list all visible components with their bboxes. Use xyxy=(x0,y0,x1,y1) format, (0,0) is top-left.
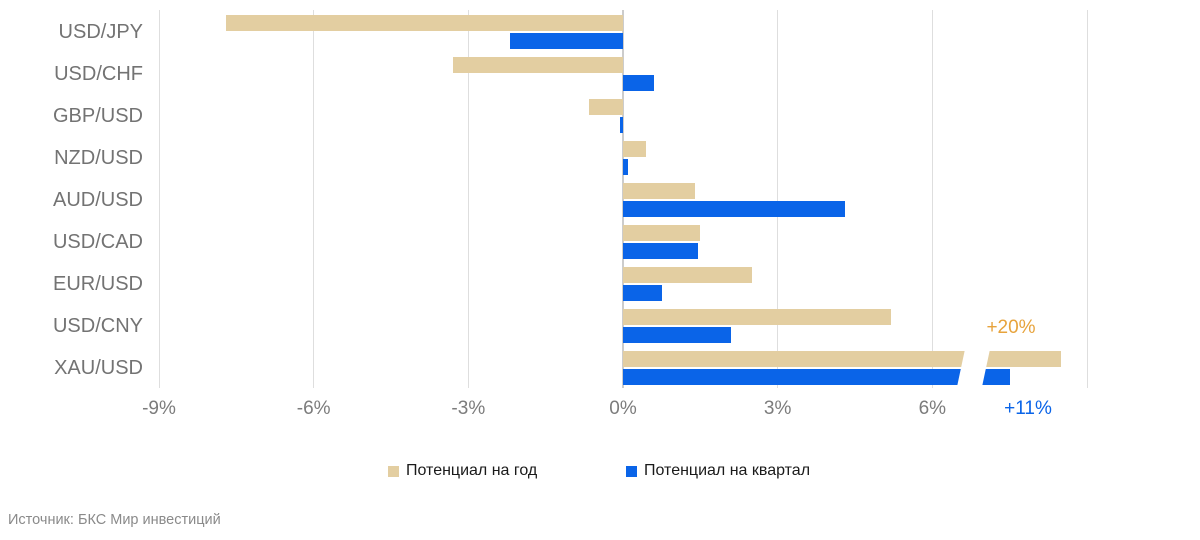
gridline xyxy=(158,10,160,388)
gridline xyxy=(467,10,469,388)
bar-quarter-usd-chf xyxy=(623,75,654,91)
bar-year-usd-chf xyxy=(452,57,623,73)
bar-year-aud-usd xyxy=(623,183,696,199)
legend-label-year: Потенциал на год xyxy=(406,462,538,479)
x-axis-tick-0pct: 0% xyxy=(609,398,637,419)
bar-quarter-usd-jpy xyxy=(509,33,623,49)
bar-year-usd-cny xyxy=(623,309,892,325)
bar-quarter-eur-usd xyxy=(623,285,662,301)
bar-year-eur-usd xyxy=(623,267,752,283)
category-label-gbp-usd: GBP/USD xyxy=(52,105,143,127)
bar-year-xau-usd xyxy=(623,351,1062,367)
chart-plot: USD/JPY USD/CHF GBP/USD NZD/USD AUD/USD USD/C… xyxy=(52,10,1088,419)
bar-quarter-nzd-usd xyxy=(623,159,629,175)
category-label-usd-jpy: USD/JPY xyxy=(58,21,143,43)
zero-axis-line xyxy=(622,10,624,388)
category-label-nzd-usd: NZD/USD xyxy=(54,147,143,169)
legend-item-year: Потенциал на год xyxy=(388,462,537,480)
x-axis-tick--9pct: -9% xyxy=(142,398,176,419)
bar-quarter-usd-cny xyxy=(623,327,732,343)
legend-label-quarter: Потенциал на квартал xyxy=(644,462,811,479)
category-label-xau-usd: XAU/USD xyxy=(54,357,143,379)
legend-item-quarter: Потенциал на квартал xyxy=(626,462,810,480)
xau-quarter-annotation: +11% xyxy=(1004,398,1052,419)
gridline xyxy=(777,10,779,388)
bar-quarter-aud-usd xyxy=(623,201,845,217)
category-label-eur-usd: EUR/USD xyxy=(52,273,143,295)
category-label-usd-cad: USD/CAD xyxy=(52,231,143,253)
xau-year-annotation: +20% xyxy=(986,317,1036,338)
gridline xyxy=(931,10,933,388)
x-axis-tick--6pct: -6% xyxy=(296,398,331,419)
x-axis-tick-6pct: 6% xyxy=(918,398,947,419)
legend-swatch-year xyxy=(388,465,399,477)
x-axis-tick--3pct: -3% xyxy=(451,398,486,419)
x-axis-tick-3pct: 3% xyxy=(763,398,792,419)
bar-year-gbp-usd xyxy=(589,99,623,115)
category-label-usd-cny: USD/CNY xyxy=(52,315,143,337)
source-caption: Источник: БКС Мир инвестиций xyxy=(8,512,221,528)
category-label-usd-chf: USD/CHF xyxy=(54,63,143,85)
legend-swatch-quarter xyxy=(626,465,637,477)
bar-year-usd-jpy xyxy=(226,15,623,31)
bar-year-usd-cad xyxy=(623,225,701,241)
bar-quarter-usd-cad xyxy=(623,243,698,259)
gridline xyxy=(1086,10,1088,388)
gridline xyxy=(313,10,315,388)
bar-year-nzd-usd xyxy=(623,141,647,157)
bar-quarter-gbp-usd xyxy=(620,117,623,133)
bar-quarter-xau-usd xyxy=(623,369,1010,385)
category-label-aud-usd: AUD/USD xyxy=(52,189,143,211)
